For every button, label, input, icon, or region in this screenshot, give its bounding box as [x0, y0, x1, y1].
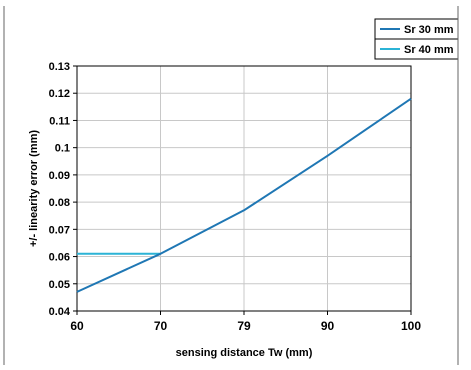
x-tick-label: 79 [237, 319, 251, 333]
y-tick-label: 0.05 [49, 279, 70, 291]
x-axis-ticks: 60 70 79 90 100 [70, 311, 421, 333]
y-tick-label: 0.11 [49, 115, 70, 127]
y-tick-label: 0.13 [49, 61, 70, 73]
y-tick-label: 0.12 [49, 88, 70, 100]
legend-label: Sr 30 mm [404, 24, 454, 36]
y-axis-title: +/- linearity error (mm) [28, 130, 40, 247]
legend-label: Sr 40 mm [404, 44, 454, 56]
y-tick-label: 0.09 [49, 170, 70, 182]
x-tick-label: 100 [401, 319, 421, 333]
y-tick-label: 0.06 [49, 252, 70, 264]
series-layer [76, 97, 412, 293]
series-line [76, 97, 412, 293]
x-tick-label: 60 [70, 319, 84, 333]
x-tick-label: 90 [321, 319, 335, 333]
x-axis-title: sensing distance Tw (mm) [176, 347, 313, 359]
y-tick-label: 0.04 [49, 306, 71, 318]
x-tick-label: 70 [154, 319, 168, 333]
y-axis-ticks: 0.04 0.05 0.06 0.07 0.08 0.09 0.1 0.11 0.12 0.13 [49, 61, 77, 318]
legend: Sr 30 mm Sr 40 mm [374, 18, 459, 60]
y-tick-label: 0.07 [49, 224, 70, 236]
y-tick-label: 0.08 [49, 197, 70, 209]
y-tick-label: 0.1 [55, 143, 70, 155]
